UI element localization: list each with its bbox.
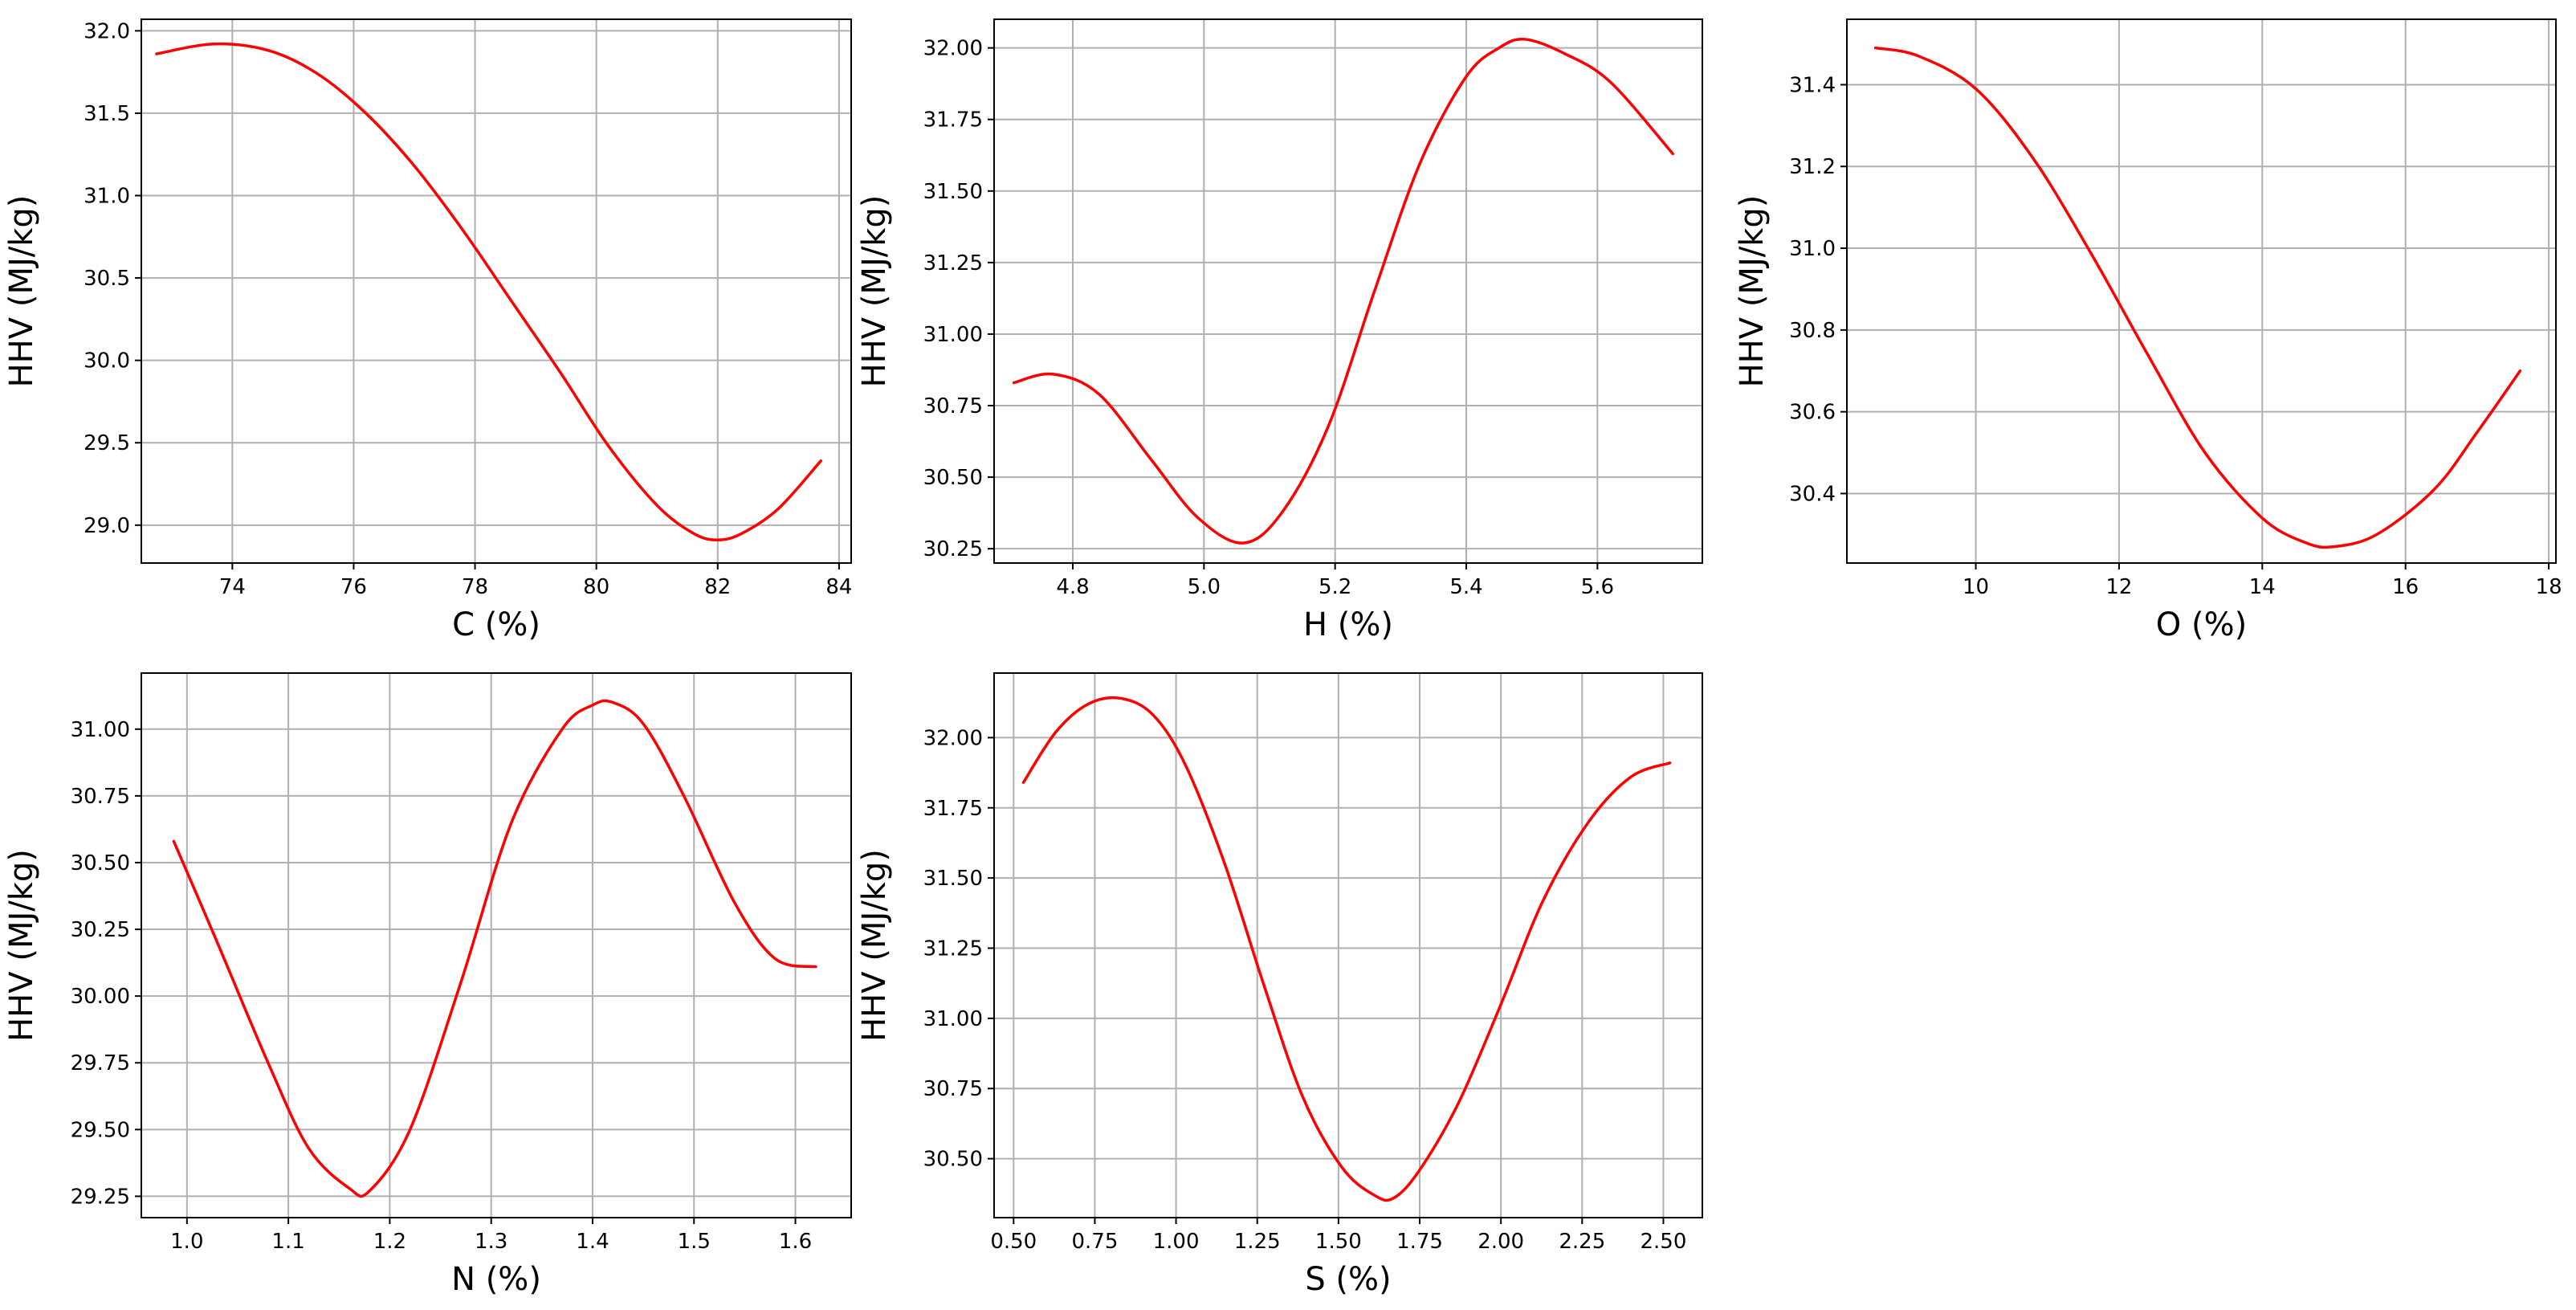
x-tick-label: 74: [219, 575, 246, 599]
x-tick-label: 78: [462, 575, 488, 599]
y-tick-label: 31.75: [923, 797, 983, 821]
x-tick-label: 84: [825, 575, 852, 599]
y-tick-label: 32.00: [923, 726, 983, 750]
grid-lines: [141, 19, 851, 563]
series-line: [1012, 37, 1674, 545]
x-tick-label: 80: [583, 575, 609, 599]
x-tick-label: 1.2: [373, 1230, 406, 1254]
x-tick-label: 82: [704, 575, 731, 599]
y-tick-label: 31.00: [923, 1007, 983, 1031]
x-tick-label: 14: [2249, 575, 2276, 599]
y-axis-label: HHV (MJ/kg): [3, 849, 40, 1042]
y-tick-label: 29.0: [84, 514, 130, 538]
x-tick-label: 1.75: [1396, 1230, 1443, 1254]
y-tick-label: 31.2: [1789, 155, 1836, 179]
x-tick-label: 2.00: [1478, 1230, 1524, 1254]
y-tick-label: 31.25: [923, 937, 983, 961]
y-tick-label: 30.50: [923, 1148, 983, 1172]
series-line: [155, 42, 822, 542]
x-tick-label: 5.4: [1449, 575, 1482, 599]
y-tick-label: 29.25: [71, 1185, 130, 1209]
x-tick-label: 1.3: [475, 1230, 507, 1254]
x-tick-label: 1.1: [271, 1230, 304, 1254]
y-tick-label: 30.00: [71, 985, 130, 1009]
y-tick-label: 30.25: [71, 918, 130, 942]
x-tick-label: 76: [340, 575, 367, 599]
subplot-hydrogen: 4.8 5.0 5.2 5.4 5.6 30.25 30.50 30.75 31.00 31.25…: [856, 18, 1703, 643]
y-tick-label: 31.0: [84, 185, 130, 209]
x-tick-label: 2.50: [1641, 1230, 1687, 1254]
y-axis-label: HHV (MJ/kg): [3, 195, 40, 388]
x-tick-label: 1.6: [779, 1230, 812, 1254]
y-tick-label: 31.50: [923, 867, 983, 891]
y-tick-label: 31.50: [923, 180, 983, 204]
x-axis-label: N (%): [451, 1261, 541, 1298]
y-axis-label: HHV (MJ/kg): [856, 849, 893, 1042]
subplot-sulfur: 0.50 0.75 1.00 1.25 1.50 1.75 2.00 2.25 2.50 30.5…: [856, 672, 1703, 1298]
series-line: [1873, 46, 2522, 549]
y-tick-label: 31.0: [1789, 237, 1836, 261]
subplot-oxygen: 10 12 14 16 18 30.4 30.6 30.8 31.0 31.2 31.4 O (%) H…: [1734, 18, 2562, 643]
y-tick-label: 30.75: [923, 394, 983, 418]
x-tick-label: 0.75: [1071, 1230, 1118, 1254]
y-axis-label: HHV (MJ/kg): [1734, 195, 1771, 388]
x-tick-label: 1.50: [1315, 1230, 1362, 1254]
x-tick-label: 18: [2536, 575, 2562, 599]
y-tick-label: 31.75: [923, 108, 983, 133]
grid-lines: [994, 673, 1702, 1218]
plot-frame: [993, 672, 1703, 1218]
y-tick-label: 31.4: [1789, 73, 1836, 97]
x-axis-label: O (%): [2156, 606, 2247, 643]
x-tick-label: 1.5: [678, 1230, 711, 1254]
y-tick-label: 30.5: [84, 267, 130, 291]
subplot-carbon: 74 76 78 80 82 84 29.0 29.5 30.0 30.5 31.0 31.5 32.0…: [3, 18, 852, 643]
plot-frame: [993, 18, 1703, 564]
grid-lines: [1847, 19, 2556, 563]
y-axis-label: HHV (MJ/kg): [856, 195, 893, 388]
grid-lines: [994, 19, 1702, 563]
y-tick-label: 31.00: [71, 718, 130, 742]
x-tick-label: 1.0: [170, 1230, 203, 1254]
x-tick-label: 16: [2392, 575, 2419, 599]
y-tick-label: 30.25: [923, 537, 983, 561]
y-tick-label: 31.25: [923, 251, 983, 275]
y-tick-label: 30.4: [1789, 482, 1836, 506]
y-tick-label: 29.50: [71, 1118, 130, 1142]
plot-frame: [141, 18, 852, 564]
subplot-nitrogen: 1.0 1.1 1.2 1.3 1.4 1.5 1.6 29.25 29.50 29.75 30.0…: [3, 672, 852, 1298]
x-axis-label: S (%): [1305, 1261, 1391, 1298]
y-tick-label: 30.75: [71, 785, 130, 809]
y-tick-label: 30.8: [1789, 319, 1836, 343]
y-tick-label: 30.75: [923, 1077, 983, 1101]
x-tick-label: 1.4: [576, 1230, 609, 1254]
x-tick-label: 2.25: [1559, 1230, 1605, 1254]
y-tick-label: 31.00: [923, 323, 983, 347]
x-tick-label: 1.00: [1153, 1230, 1200, 1254]
plot-frame: [141, 672, 852, 1218]
x-tick-label: 5.6: [1581, 575, 1614, 599]
x-tick-label: 4.8: [1056, 575, 1089, 599]
x-tick-label: 5.2: [1319, 575, 1351, 599]
y-tick-label: 30.50: [923, 466, 983, 490]
grid-lines: [141, 673, 851, 1218]
x-tick-label: 0.50: [990, 1230, 1037, 1254]
x-axis-label: H (%): [1303, 606, 1393, 643]
series-line: [172, 699, 817, 1198]
x-tick-label: 12: [2105, 575, 2132, 599]
plot-frame: [1846, 18, 2557, 564]
series-line: [1021, 696, 1672, 1202]
y-tick-label: 30.6: [1789, 401, 1836, 425]
x-tick-label: 1.25: [1234, 1230, 1281, 1254]
x-axis-label: C (%): [452, 606, 540, 643]
y-tick-label: 32.0: [84, 19, 130, 43]
y-tick-label: 32.00: [923, 37, 983, 61]
y-tick-label: 31.5: [84, 102, 130, 126]
x-tick-label: 10: [1963, 575, 1989, 599]
y-tick-label: 29.75: [71, 1051, 130, 1075]
y-tick-label: 29.5: [84, 431, 130, 455]
y-tick-label: 30.50: [71, 851, 130, 875]
y-tick-label: 30.0: [84, 349, 130, 373]
x-tick-label: 5.0: [1188, 575, 1221, 599]
